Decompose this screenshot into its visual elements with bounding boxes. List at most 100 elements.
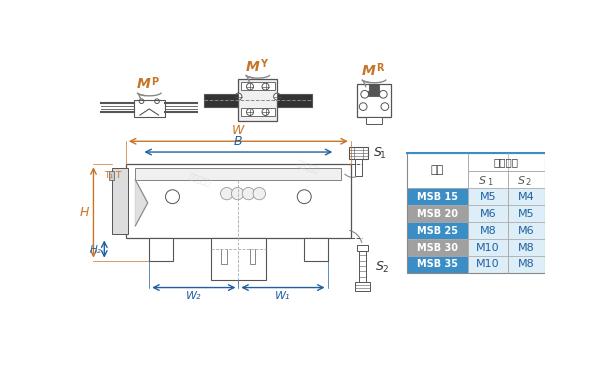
Text: W₂: W₂ (186, 291, 201, 302)
Text: M: M (362, 64, 376, 78)
Bar (366, 91, 382, 96)
Text: 2: 2 (526, 177, 531, 186)
Circle shape (262, 83, 269, 90)
Text: H₂: H₂ (90, 245, 101, 255)
Bar (508, 239, 544, 256)
Text: B: B (234, 135, 243, 148)
Circle shape (221, 188, 233, 200)
Text: M10: M10 (476, 260, 500, 270)
Bar (508, 256, 544, 273)
Text: M5: M5 (480, 192, 496, 202)
Bar (407, 239, 468, 256)
Bar (468, 153, 544, 171)
Text: M8: M8 (480, 226, 496, 236)
Text: M10: M10 (476, 243, 500, 252)
Circle shape (379, 90, 387, 98)
Circle shape (381, 103, 389, 111)
Bar (407, 256, 468, 273)
Text: 1: 1 (487, 177, 492, 186)
Bar (112, 168, 128, 234)
Text: 2: 2 (382, 265, 388, 274)
Bar (407, 153, 468, 188)
Text: P: P (152, 76, 159, 87)
Circle shape (235, 93, 242, 100)
Bar (468, 205, 508, 222)
Text: 1: 1 (380, 151, 386, 160)
Bar (366, 117, 382, 123)
Bar (407, 188, 468, 205)
Text: Y: Y (260, 59, 267, 69)
Bar (277, 94, 312, 106)
Text: M: M (246, 60, 260, 74)
Circle shape (246, 83, 253, 90)
Text: S: S (374, 146, 382, 159)
FancyArrowPatch shape (350, 230, 362, 243)
Text: M: M (137, 77, 151, 91)
Text: W₁: W₁ (275, 291, 290, 302)
Text: M8: M8 (518, 243, 535, 252)
Bar (357, 84, 391, 117)
Text: M5: M5 (518, 209, 535, 219)
Text: S: S (518, 176, 525, 186)
Bar (508, 188, 544, 205)
Bar (109, 171, 114, 180)
Bar (134, 100, 165, 117)
Polygon shape (136, 180, 148, 226)
Circle shape (246, 108, 253, 115)
Bar (149, 237, 172, 261)
Bar (508, 171, 544, 188)
Bar (407, 222, 468, 239)
Circle shape (231, 188, 244, 200)
Text: T: T (116, 171, 121, 180)
FancyArrowPatch shape (345, 174, 356, 177)
Bar (241, 82, 275, 90)
Bar (468, 256, 508, 273)
Circle shape (262, 108, 269, 115)
Bar (359, 251, 366, 282)
Text: MSB 20: MSB 20 (417, 209, 458, 219)
Text: M6: M6 (480, 209, 496, 219)
Bar (355, 159, 362, 176)
Text: 型号: 型号 (431, 165, 444, 176)
Bar (304, 237, 327, 261)
Bar (468, 171, 508, 188)
Bar (355, 282, 370, 291)
Text: 螺栓规格: 螺栓规格 (494, 157, 518, 167)
Text: S: S (376, 260, 384, 273)
Bar (241, 108, 275, 116)
Bar (369, 84, 379, 91)
Circle shape (242, 188, 255, 200)
Bar (407, 153, 544, 273)
Bar (357, 245, 368, 251)
Bar (407, 205, 468, 222)
Bar (468, 239, 508, 256)
Bar (508, 205, 544, 222)
Circle shape (273, 93, 281, 100)
Bar (203, 94, 238, 106)
Text: H: H (79, 206, 89, 219)
Circle shape (361, 90, 368, 98)
Text: MSB 15: MSB 15 (417, 192, 458, 202)
Text: S: S (479, 176, 486, 186)
Text: MSB 30: MSB 30 (417, 243, 458, 252)
Text: 雅威达传动: 雅威达传动 (187, 172, 212, 188)
Bar (238, 79, 277, 121)
Text: 雅威达传动: 雅威达传动 (296, 159, 321, 175)
Text: T₁: T₁ (105, 171, 114, 180)
Text: MSB 35: MSB 35 (417, 260, 458, 270)
Text: M4: M4 (518, 192, 535, 202)
Bar (349, 147, 368, 159)
Text: W: W (232, 124, 244, 137)
Bar (126, 164, 351, 237)
Text: M8: M8 (518, 260, 535, 270)
Circle shape (359, 103, 367, 111)
Bar (211, 237, 266, 280)
Bar (468, 222, 508, 239)
Text: R: R (376, 63, 384, 74)
Text: M6: M6 (518, 226, 535, 236)
Bar (136, 168, 341, 180)
Bar (468, 188, 508, 205)
Circle shape (253, 188, 266, 200)
Bar (508, 222, 544, 239)
Text: MSB 25: MSB 25 (417, 226, 458, 236)
